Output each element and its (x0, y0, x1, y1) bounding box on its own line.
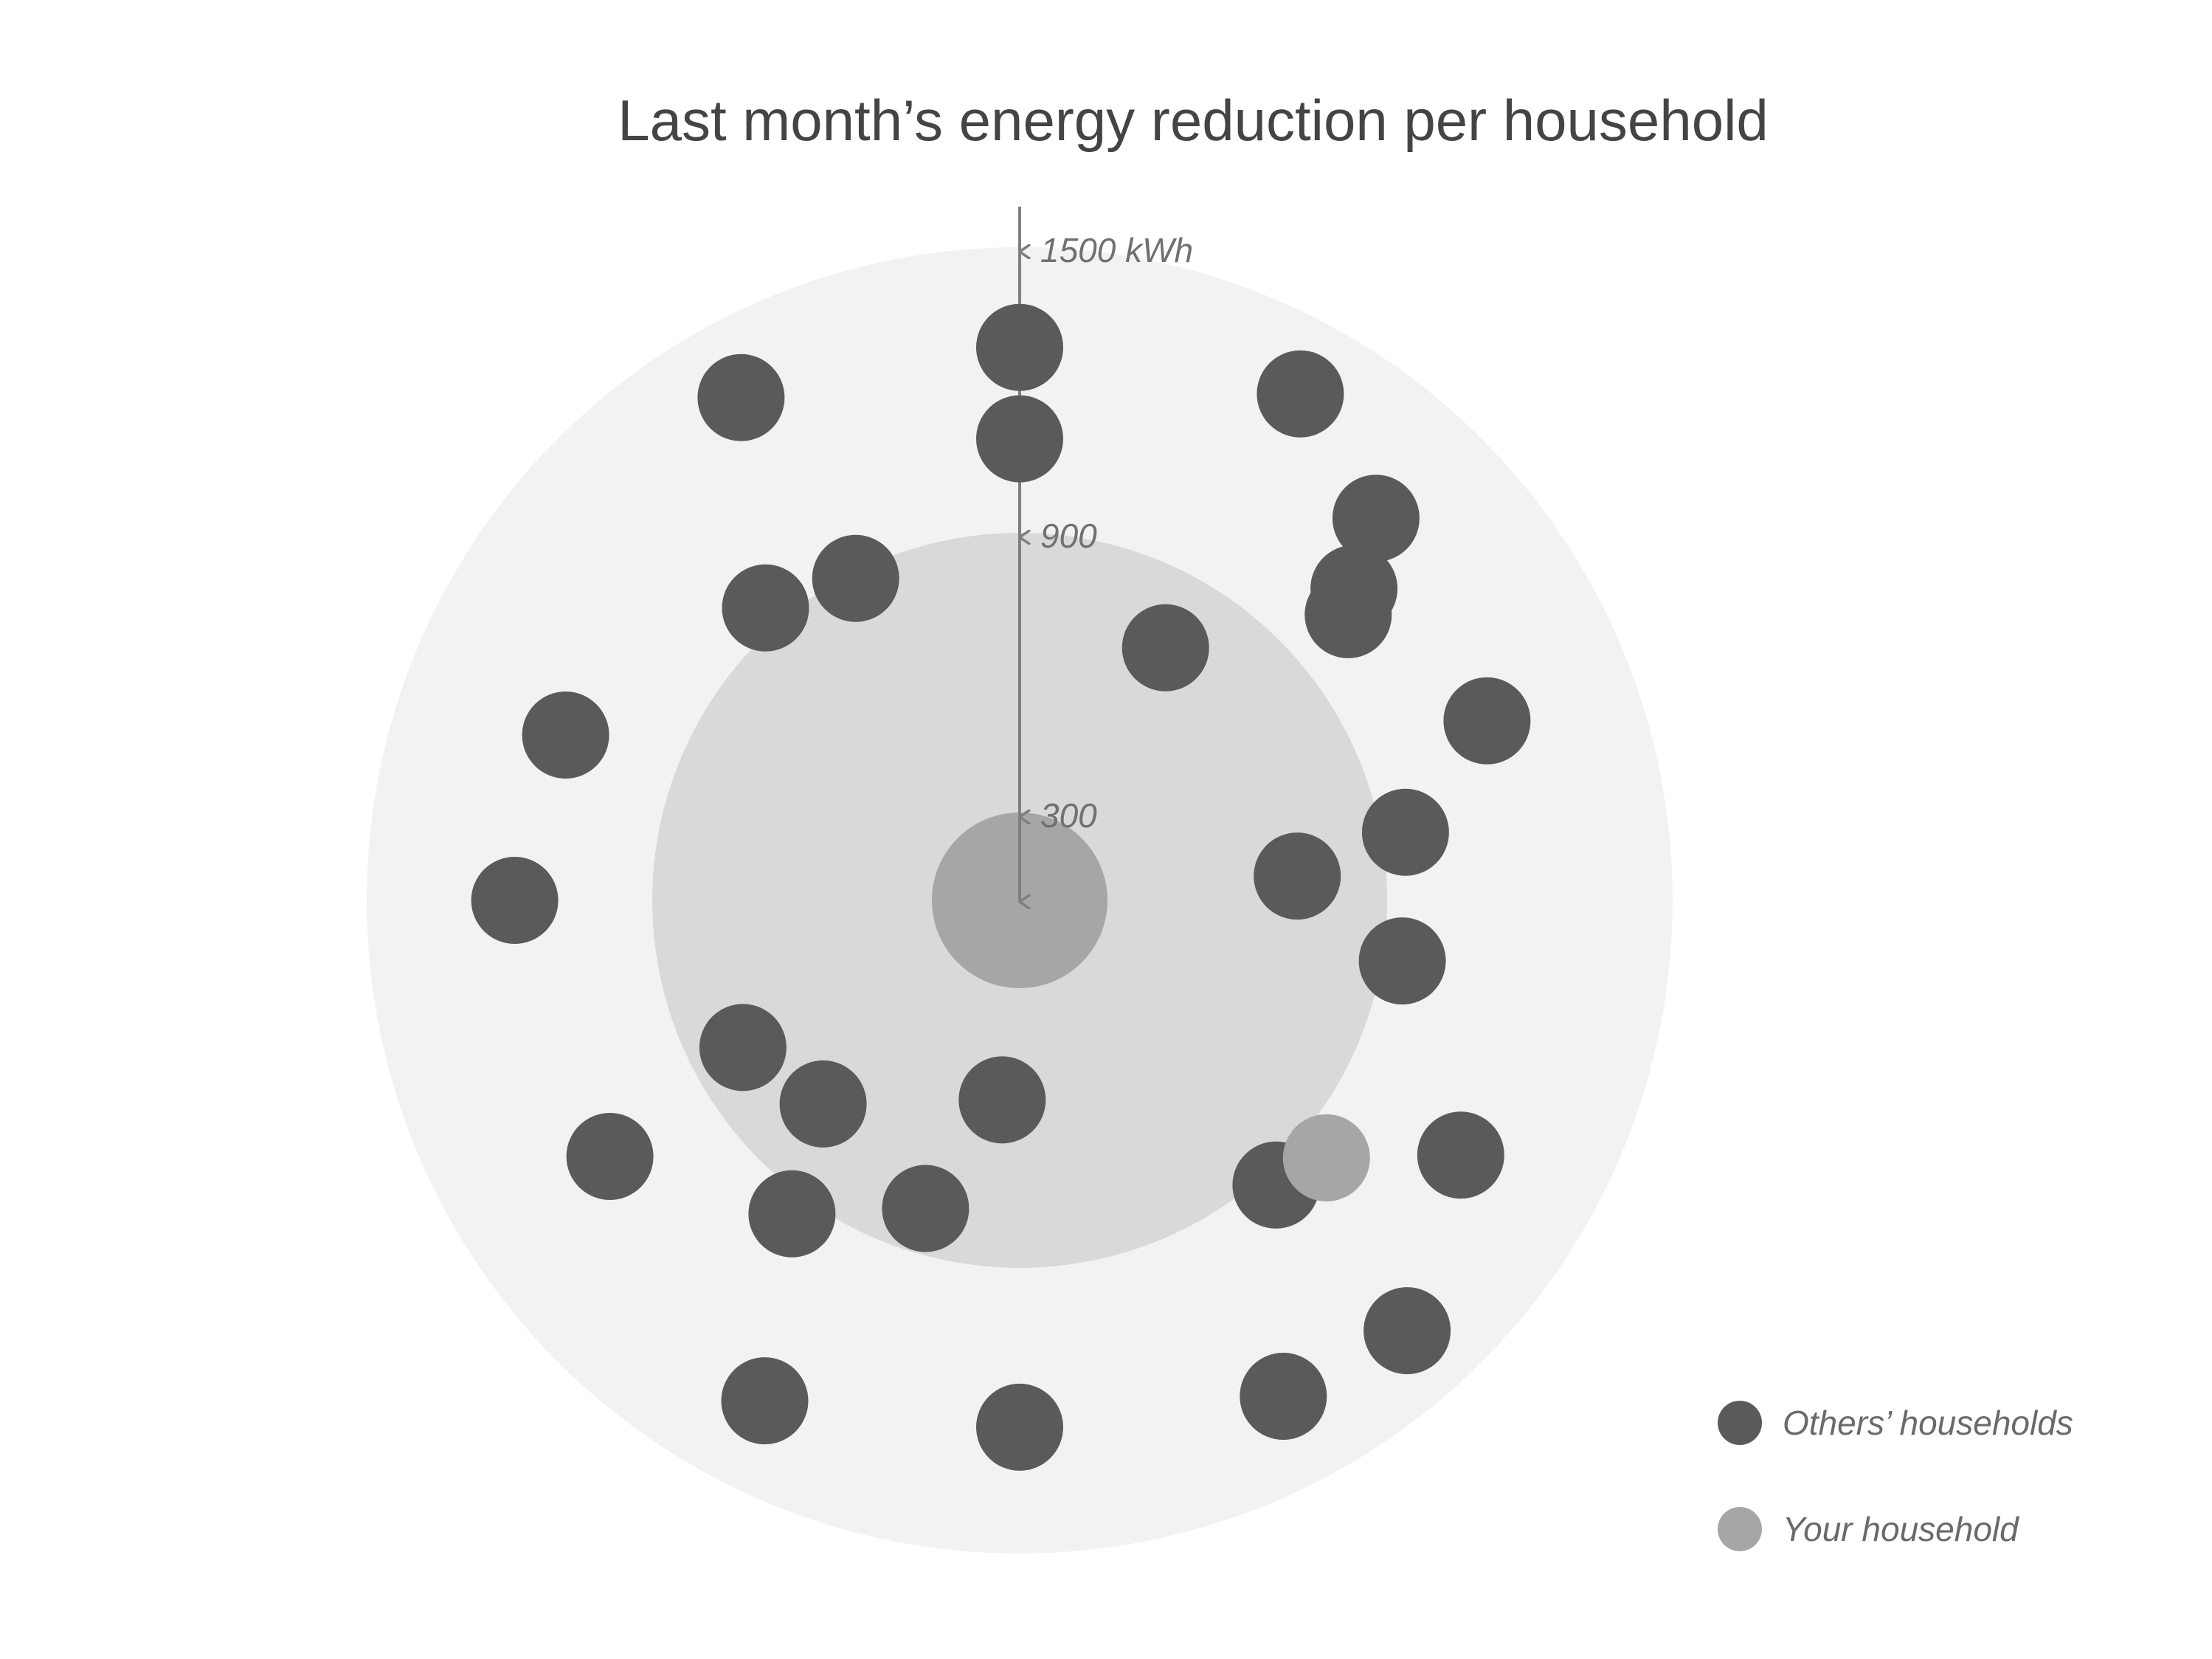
others-household-point-6 (976, 1383, 1063, 1471)
others-household-point-8 (1257, 350, 1344, 438)
others-household-point-23 (779, 1060, 867, 1148)
others-household-point-22 (699, 1004, 787, 1091)
chart-title: Last month’s energy reduction per househ… (618, 88, 1769, 153)
others-household-point-7 (721, 1357, 809, 1445)
legend-marker-others (1718, 1401, 1762, 1445)
others-household-point-14 (1443, 677, 1531, 765)
others-household-point-19 (1361, 788, 1449, 876)
legend-label-others: Others’ households (1783, 1404, 2073, 1442)
others-household-point-16 (976, 395, 1063, 483)
axis-tick-label-300: 300 (1040, 796, 1097, 835)
others-household-point-4 (748, 1170, 836, 1258)
legend-marker-yours (1718, 1507, 1762, 1551)
others-household-point-20 (1358, 917, 1446, 1005)
axis-tick-label-900: 900 (1040, 517, 1097, 555)
others-household-point-18 (1332, 475, 1420, 562)
axis-tick-label-1500: 1500 kWh (1040, 231, 1193, 269)
others-household-point-28 (958, 1056, 1046, 1144)
others-household-point-10 (697, 353, 785, 441)
others-household-point-21 (1364, 1287, 1451, 1375)
others-household-point-5 (1240, 1353, 1327, 1440)
others-household-point-3 (722, 564, 809, 652)
others-household-point-17 (812, 534, 899, 622)
others-household-point-1 (522, 691, 609, 779)
others-household-point-15 (1121, 604, 1209, 691)
legend: Others’ households Your household (1718, 1401, 2073, 1551)
others-household-point-9 (976, 303, 1063, 391)
others-household-point-27 (471, 857, 559, 944)
data-points (471, 303, 1531, 1471)
legend-label-yours: Your household (1783, 1510, 2019, 1548)
your-household-point-1 (1282, 1114, 1370, 1201)
others-household-point-24 (882, 1165, 970, 1252)
others-household-point-12 (1417, 1111, 1504, 1199)
others-household-point-26 (1310, 545, 1398, 632)
others-household-point-25 (1254, 832, 1341, 920)
others-household-point-2 (566, 1113, 654, 1200)
